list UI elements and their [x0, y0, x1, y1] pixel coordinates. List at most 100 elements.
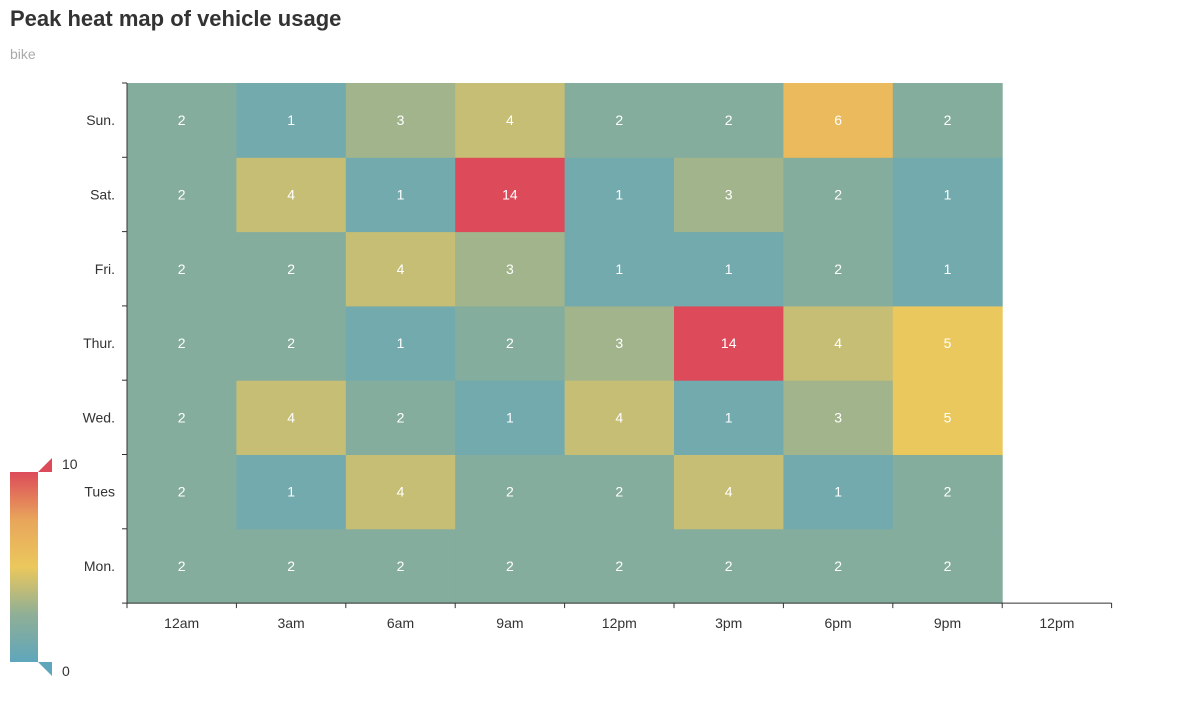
cell-value-label: 2 — [287, 261, 295, 277]
heatmap-cell[interactable] — [455, 305, 566, 381]
heatmap-cell[interactable] — [345, 231, 456, 307]
heatmap-cell[interactable] — [892, 305, 1003, 381]
heatmap-cell[interactable] — [783, 454, 894, 530]
heatmap-cell[interactable] — [345, 83, 456, 158]
heatmap-cell[interactable] — [783, 157, 894, 233]
heatmap-cell[interactable] — [564, 157, 675, 233]
chart-title: Peak heat map of vehicle usage — [10, 6, 342, 31]
cell-value-label: 2 — [287, 335, 295, 351]
heatmap-cell[interactable] — [127, 83, 237, 158]
cell-value-label: 1 — [725, 409, 733, 425]
heatmap-cell[interactable] — [345, 380, 456, 455]
heatmap-cell[interactable] — [127, 454, 237, 530]
y-tick-label: Sun. — [86, 112, 115, 128]
cell-value-label: 2 — [178, 335, 186, 351]
y-tick-label: Tues — [84, 484, 115, 500]
heatmap-cell[interactable] — [236, 83, 347, 158]
heatmap-cell[interactable] — [345, 305, 456, 381]
heatmap-cell[interactable] — [783, 380, 894, 455]
cell-value-label: 2 — [178, 112, 186, 128]
heatmap-cell[interactable] — [127, 157, 237, 233]
cell-value-label: 2 — [506, 335, 514, 351]
x-tick-label: 9am — [496, 615, 523, 631]
cell-value-label: 2 — [178, 409, 186, 425]
cell-value-label: 2 — [615, 112, 623, 128]
legend-max-label: 10 — [62, 456, 78, 472]
heatmap-cell[interactable] — [236, 528, 347, 604]
heatmap-cell[interactable] — [236, 454, 347, 530]
heatmap-cell[interactable] — [892, 528, 1003, 604]
y-tick-label: Fri. — [95, 261, 115, 277]
cell-value-label: 2 — [725, 558, 733, 574]
cell-value-label: 5 — [944, 409, 952, 425]
x-tick-label: 9pm — [934, 615, 961, 631]
heatmap-cell[interactable] — [564, 380, 675, 455]
heatmap-cell[interactable] — [564, 454, 675, 530]
heatmap-cell[interactable] — [345, 454, 456, 530]
heatmap-cell[interactable] — [674, 231, 784, 307]
cell-value-label: 2 — [944, 558, 952, 574]
heatmap-cell[interactable] — [455, 157, 566, 233]
cell-value-label: 5 — [944, 335, 952, 351]
heatmap-cell[interactable] — [564, 83, 675, 158]
heatmap-cell[interactable] — [674, 305, 784, 381]
heatmap-cell[interactable] — [127, 380, 237, 455]
cell-value-label: 2 — [287, 558, 295, 574]
cell-value-label: 2 — [725, 112, 733, 128]
cell-value-label: 4 — [834, 335, 842, 351]
cell-value-label: 3 — [834, 409, 842, 425]
legend-max-handle[interactable] — [38, 458, 52, 472]
y-tick-label: Thur. — [83, 335, 115, 351]
cell-value-label: 3 — [725, 186, 733, 202]
heatmap-cell[interactable] — [455, 231, 566, 307]
heatmap-cell[interactable] — [892, 157, 1003, 233]
heatmap-cell[interactable] — [892, 380, 1003, 455]
heatmap-cell[interactable] — [783, 528, 894, 604]
heatmap-cell[interactable] — [892, 454, 1003, 530]
cell-value-label: 1 — [615, 261, 623, 277]
heatmap-cell[interactable] — [564, 528, 675, 604]
heatmap-cell[interactable] — [892, 231, 1003, 307]
heatmap-cell[interactable] — [236, 157, 347, 233]
heatmap-cell[interactable] — [127, 231, 237, 307]
heatmap-cell[interactable] — [783, 83, 894, 158]
heatmap-cell[interactable] — [674, 83, 784, 158]
cell-value-label: 1 — [834, 484, 842, 500]
legend-gradient-bar[interactable] — [10, 472, 38, 662]
x-tick-label: 12pm — [1039, 615, 1074, 631]
x-tick-label: 6am — [387, 615, 414, 631]
heatmap-cell[interactable] — [236, 380, 347, 455]
cell-value-label: 3 — [615, 335, 623, 351]
cell-value-label: 1 — [725, 261, 733, 277]
heatmap-cell[interactable] — [236, 305, 347, 381]
cell-value-label: 4 — [397, 261, 405, 277]
heatmap-cell[interactable] — [783, 231, 894, 307]
heatmap-cell[interactable] — [345, 528, 456, 604]
heatmap-cell[interactable] — [674, 454, 784, 530]
visual-map-legend[interactable]: 10 0 — [10, 456, 78, 679]
heatmap-cell[interactable] — [783, 305, 894, 381]
cell-value-label: 1 — [944, 186, 952, 202]
cell-value-label: 2 — [506, 484, 514, 500]
heatmap-cell[interactable] — [564, 305, 675, 381]
heatmap-cell[interactable] — [674, 157, 784, 233]
heatmap-cell[interactable] — [564, 231, 675, 307]
heatmap-cell[interactable] — [892, 83, 1003, 158]
cell-value-label: 3 — [506, 261, 514, 277]
heatmap-cell[interactable] — [345, 157, 456, 233]
heatmap-cell[interactable] — [455, 380, 566, 455]
heatmap-cell[interactable] — [674, 528, 784, 604]
heatmap-cell[interactable] — [127, 305, 237, 381]
cell-value-label: 1 — [944, 261, 952, 277]
x-tick-label: 3am — [277, 615, 304, 631]
heatmap-cell[interactable] — [455, 83, 566, 158]
heatmap-cell[interactable] — [455, 528, 566, 604]
heatmap-cell[interactable] — [236, 231, 347, 307]
heatmap-cell[interactable] — [127, 528, 237, 604]
heatmap-cell[interactable] — [455, 454, 566, 530]
heatmap-cell[interactable] — [674, 380, 784, 455]
legend-min-handle[interactable] — [38, 662, 52, 676]
cell-value-label: 2 — [506, 558, 514, 574]
cell-value-label: 6 — [834, 112, 842, 128]
